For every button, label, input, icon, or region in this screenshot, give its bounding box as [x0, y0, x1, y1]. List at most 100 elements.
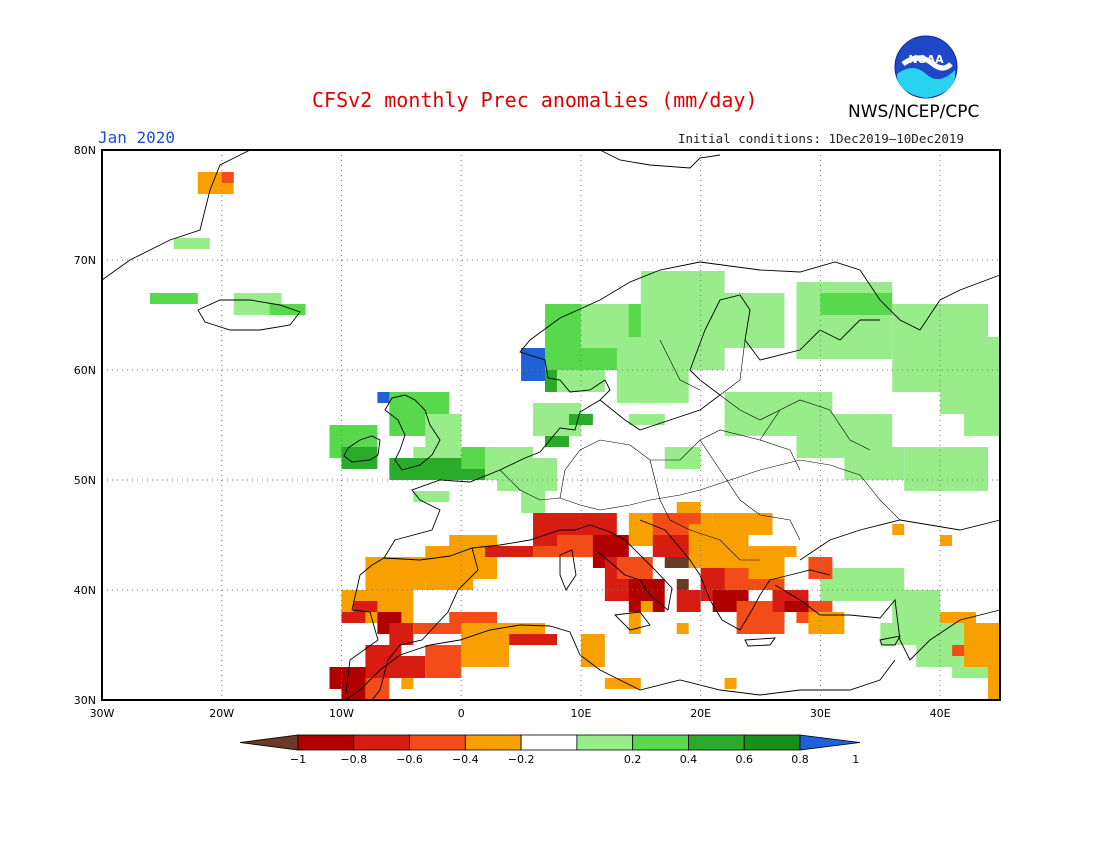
colorbar-box	[520, 734, 578, 751]
lon-tick-label: 20E	[690, 707, 711, 720]
anomaly-cell	[461, 645, 510, 667]
colorbar-box	[576, 734, 634, 751]
anomaly-cell	[784, 601, 809, 612]
anomaly-cells	[149, 172, 1000, 700]
anomaly-cell	[676, 502, 701, 513]
anomaly-cell	[688, 546, 749, 568]
lon-tick-label: 10W	[329, 707, 354, 720]
anomaly-cell	[664, 447, 701, 469]
anomaly-cell	[389, 656, 426, 678]
anomaly-cell	[808, 557, 833, 579]
anomaly-cell	[149, 293, 198, 304]
graticule	[102, 150, 1000, 700]
lon-tick-label: 0	[458, 707, 465, 720]
anomaly-cell	[365, 678, 390, 700]
anomaly-cell	[640, 601, 653, 612]
anomaly-cell	[904, 447, 989, 491]
anomaly-cell	[485, 546, 557, 557]
anomaly-cell	[652, 535, 701, 557]
colorbar-label: 1	[852, 753, 859, 766]
anomaly-cell	[389, 623, 414, 645]
anomaly-cell	[269, 304, 306, 315]
anomaly-cell	[748, 546, 797, 557]
colorbar: −1 −0.8 −0.6 −0.4 −0.2 0.2 0.4 0.6 0.8 1	[239, 734, 861, 766]
lat-tick-label: 70N	[74, 254, 96, 267]
lat-tick-label: 60N	[74, 364, 96, 377]
colorbar-box	[409, 734, 466, 751]
anomaly-cell	[940, 612, 977, 623]
anomaly-cell	[940, 535, 953, 546]
anomaly-cell	[820, 568, 905, 601]
colorbar-box	[743, 734, 801, 751]
colorbar-label: −0.2	[508, 753, 535, 766]
anomaly-cell	[892, 524, 905, 535]
anomaly-cell	[173, 238, 210, 249]
anomaly-cell	[413, 491, 450, 502]
anomaly-cell	[425, 645, 462, 678]
anomaly-cell	[341, 447, 378, 469]
anomaly-cell	[401, 678, 414, 689]
anomaly-cell	[545, 436, 569, 447]
anomaly-cell	[664, 557, 701, 568]
colorbar-lower-extend	[239, 734, 299, 751]
colorbar-label: −0.4	[452, 753, 479, 766]
colorbar-box	[297, 734, 355, 751]
logo-text: NOAA	[908, 53, 944, 66]
initial-conditions: Initial conditions: 1Dec2019—10Dec2019	[678, 131, 964, 146]
map-frame	[101, 149, 1001, 701]
colorbar-box	[632, 734, 689, 751]
lon-tick-label: 30W	[90, 707, 115, 720]
lat-tick-label: 50N	[74, 474, 96, 487]
anomaly-cell	[413, 447, 450, 458]
colorbar-label: 0.2	[624, 753, 642, 766]
anomaly-cell	[628, 414, 665, 425]
colorbar-label: 0.6	[735, 753, 753, 766]
anomaly-cell	[616, 557, 653, 579]
anomaly-cell	[808, 612, 845, 634]
anomaly-cell	[844, 447, 905, 480]
colorbar-box	[464, 734, 522, 751]
colorbar-box	[353, 734, 410, 751]
colorbar-label: 0.8	[791, 753, 809, 766]
colorbar-label: −0.6	[396, 753, 423, 766]
anomaly-cell	[341, 612, 366, 623]
anomaly-cell	[221, 172, 234, 183]
lon-tick-label: 40E	[930, 707, 951, 720]
forecast-month: Jan 2020	[98, 128, 176, 147]
anomaly-cell	[604, 678, 641, 689]
anomaly-cell	[509, 634, 557, 645]
lon-tick-label: 30E	[810, 707, 831, 720]
anomaly-cell	[676, 590, 701, 612]
anomaly-cell	[748, 557, 785, 579]
anomaly-cell	[676, 623, 689, 634]
anomaly-cell	[952, 645, 965, 656]
colorbar-upper-extend	[799, 734, 861, 751]
axis-labels: 30W 20W 10W 0 10E 20E 30E 40E 30N 40N 50N 60N 70N 80N	[74, 144, 951, 720]
colorbar-label: −1	[290, 753, 306, 766]
anomaly-cell	[413, 623, 462, 634]
anomaly-cell	[676, 579, 689, 590]
anomaly-cell	[533, 546, 557, 557]
lat-tick-label: 30N	[74, 694, 96, 707]
colorbar-label: −0.8	[340, 753, 367, 766]
anomaly-cell	[724, 678, 737, 689]
lon-tick-label: 10E	[570, 707, 591, 720]
lat-tick-label: 40N	[74, 584, 96, 597]
map-title: CFSv2 monthly Prec anomalies (mm/day)	[312, 88, 758, 112]
noaa-logo: NOAA	[893, 34, 959, 104]
anomaly-cell	[712, 513, 773, 535]
anomaly-cell	[820, 293, 893, 315]
anomaly-cell	[760, 403, 821, 414]
lon-tick-label: 20W	[209, 707, 234, 720]
country-borders	[499, 339, 901, 561]
coastlines	[101, 149, 1001, 701]
anomaly-cell	[628, 612, 641, 634]
anomaly-cell	[964, 370, 1000, 436]
anomaly-cell	[700, 293, 785, 348]
lat-tick-label: 80N	[74, 144, 96, 157]
colorbar-box	[688, 734, 745, 751]
agency-label: NWS/NCEP/CPC	[848, 102, 980, 122]
anomaly-cell	[580, 634, 605, 667]
anomaly-cell	[568, 414, 593, 425]
